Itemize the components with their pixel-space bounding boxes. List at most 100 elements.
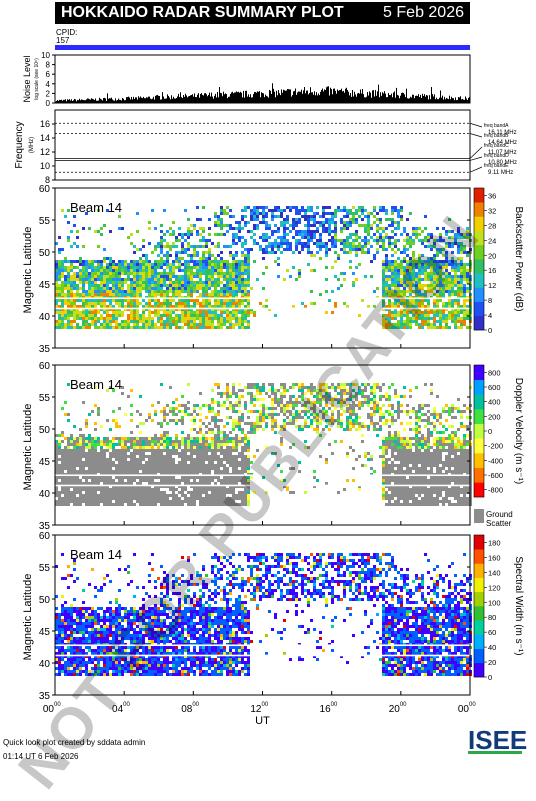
velocity-cell bbox=[211, 389, 214, 392]
power-cell bbox=[184, 311, 187, 314]
power-cell bbox=[424, 269, 427, 272]
power-cell bbox=[223, 305, 226, 308]
power-cell bbox=[97, 272, 100, 275]
velocity-cell bbox=[157, 422, 160, 425]
velocity-cell bbox=[205, 425, 208, 428]
power-cell bbox=[379, 239, 382, 242]
power-cell bbox=[289, 206, 292, 209]
power-cell bbox=[163, 254, 166, 257]
power-cell bbox=[109, 299, 112, 302]
velocity-cell bbox=[91, 410, 94, 413]
power-cell bbox=[445, 242, 448, 245]
velocity-cell bbox=[121, 461, 124, 464]
velocity-cell bbox=[76, 497, 79, 500]
power-cell bbox=[229, 311, 232, 314]
power-cell bbox=[94, 326, 97, 329]
velocity-cell bbox=[172, 494, 175, 497]
power-cell bbox=[73, 272, 76, 275]
power-cell bbox=[190, 320, 193, 323]
power-cell bbox=[196, 281, 199, 284]
power-cell bbox=[220, 221, 223, 224]
velocity-cell bbox=[106, 458, 109, 461]
velocity-cell bbox=[109, 461, 112, 464]
power-cell bbox=[442, 281, 445, 284]
velocity-cell bbox=[82, 461, 85, 464]
power-cell bbox=[70, 245, 73, 248]
power-cell bbox=[223, 311, 226, 314]
power-cell bbox=[109, 278, 112, 281]
power-cell bbox=[67, 239, 70, 242]
velocity-cell bbox=[106, 503, 109, 506]
power-cell bbox=[415, 302, 418, 305]
power-cell bbox=[466, 317, 469, 320]
power-cell bbox=[94, 323, 97, 326]
power-cell bbox=[136, 212, 139, 215]
velocity-cell bbox=[241, 482, 244, 485]
velocity-cell bbox=[58, 458, 61, 461]
power-cell bbox=[268, 245, 271, 248]
power-cell bbox=[268, 251, 271, 254]
velocity-cell bbox=[175, 422, 178, 425]
power-cell bbox=[313, 233, 316, 236]
power-cell bbox=[325, 206, 328, 209]
power-cell bbox=[163, 233, 166, 236]
power-cell bbox=[463, 290, 466, 293]
power-cell bbox=[331, 212, 334, 215]
power-cell bbox=[259, 206, 262, 209]
power-cell bbox=[178, 326, 181, 329]
power-cell bbox=[181, 278, 184, 281]
power-cell bbox=[325, 227, 328, 230]
power-cell bbox=[169, 275, 172, 278]
power-cell bbox=[424, 299, 427, 302]
power-cell bbox=[118, 326, 121, 329]
power-cell bbox=[229, 284, 232, 287]
power-cell bbox=[202, 236, 205, 239]
velocity-cell bbox=[142, 500, 145, 503]
power-cell bbox=[391, 209, 394, 212]
power-cell bbox=[109, 314, 112, 317]
power-cell bbox=[439, 314, 442, 317]
velocity-cell bbox=[244, 449, 247, 452]
power-cell bbox=[466, 326, 469, 329]
power-cell bbox=[460, 317, 463, 320]
velocity-cell bbox=[67, 440, 70, 443]
power-cell bbox=[208, 263, 211, 266]
power-cell bbox=[241, 260, 244, 263]
power-cell bbox=[388, 239, 391, 242]
power-cell bbox=[394, 245, 397, 248]
power-cell bbox=[100, 266, 103, 269]
power-cell bbox=[118, 311, 121, 314]
power-cell bbox=[73, 314, 76, 317]
power-cell bbox=[379, 245, 382, 248]
velocity-cell bbox=[229, 395, 232, 398]
power-cell bbox=[175, 281, 178, 284]
power-cell bbox=[205, 281, 208, 284]
velocity-cell bbox=[208, 458, 211, 461]
velocity-cell bbox=[184, 437, 187, 440]
power-cell bbox=[160, 305, 163, 308]
power-cell bbox=[232, 275, 235, 278]
power-cell bbox=[187, 305, 190, 308]
power-cell bbox=[433, 326, 436, 329]
velocity-cell bbox=[181, 500, 184, 503]
velocity-cell bbox=[61, 431, 64, 434]
velocity-cell bbox=[70, 455, 73, 458]
power-cell bbox=[337, 239, 340, 242]
power-cell bbox=[148, 221, 151, 224]
power-cell bbox=[139, 266, 142, 269]
velocity-cell bbox=[142, 449, 145, 452]
power-cell bbox=[271, 248, 274, 251]
velocity-cell bbox=[190, 419, 193, 422]
power-cell bbox=[430, 290, 433, 293]
velocity-cell bbox=[85, 452, 88, 455]
power-cell bbox=[130, 290, 133, 293]
velocity-cell bbox=[82, 446, 85, 449]
power-cell bbox=[397, 284, 400, 287]
velocity-cell bbox=[202, 467, 205, 470]
power-cell bbox=[82, 305, 85, 308]
power-cell bbox=[64, 278, 67, 281]
power-cell bbox=[439, 299, 442, 302]
power-cell bbox=[289, 209, 292, 212]
velocity-cell bbox=[208, 467, 211, 470]
velocity-cell bbox=[112, 455, 115, 458]
